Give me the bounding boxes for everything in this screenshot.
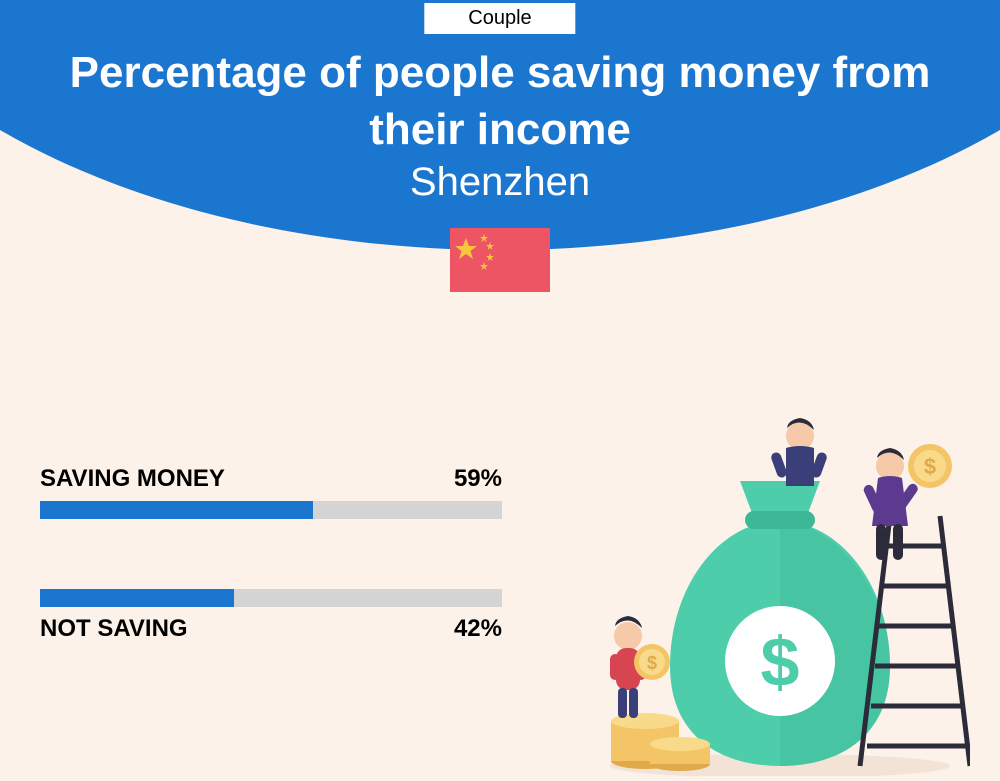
bar-value: 42% <box>454 615 502 643</box>
person-left-icon: $ <box>610 616 670 718</box>
china-flag-icon <box>450 228 550 292</box>
bar-fill <box>40 501 313 519</box>
bar-label: SAVING MONEY <box>40 465 225 493</box>
bar-header: SAVING MONEY 59% <box>40 465 502 493</box>
badge-label: Couple <box>468 7 531 29</box>
person-right-icon: $ <box>862 444 952 560</box>
svg-text:$: $ <box>647 653 657 673</box>
bar-header: NOT SAVING 42% <box>40 615 502 643</box>
page-title: Percentage of people saving money from t… <box>0 44 1000 158</box>
bar-saving-money: SAVING MONEY 59% <box>40 465 502 519</box>
bar-value: 59% <box>454 465 502 493</box>
money-savings-illustration: $ $ <box>590 406 970 776</box>
category-badge: Couple <box>424 3 575 34</box>
bar-track <box>40 501 502 519</box>
bars-container: SAVING MONEY 59% NOT SAVING 42% <box>40 465 502 713</box>
page-subtitle: Shenzhen <box>0 160 1000 205</box>
bar-fill <box>40 589 234 607</box>
bar-label: NOT SAVING <box>40 615 188 643</box>
bar-not-saving: NOT SAVING 42% <box>40 589 502 643</box>
svg-text:$: $ <box>761 623 800 701</box>
svg-text:$: $ <box>924 454 936 479</box>
person-top-icon <box>770 418 828 486</box>
money-bag-icon: $ <box>670 481 890 766</box>
bar-track <box>40 589 502 607</box>
